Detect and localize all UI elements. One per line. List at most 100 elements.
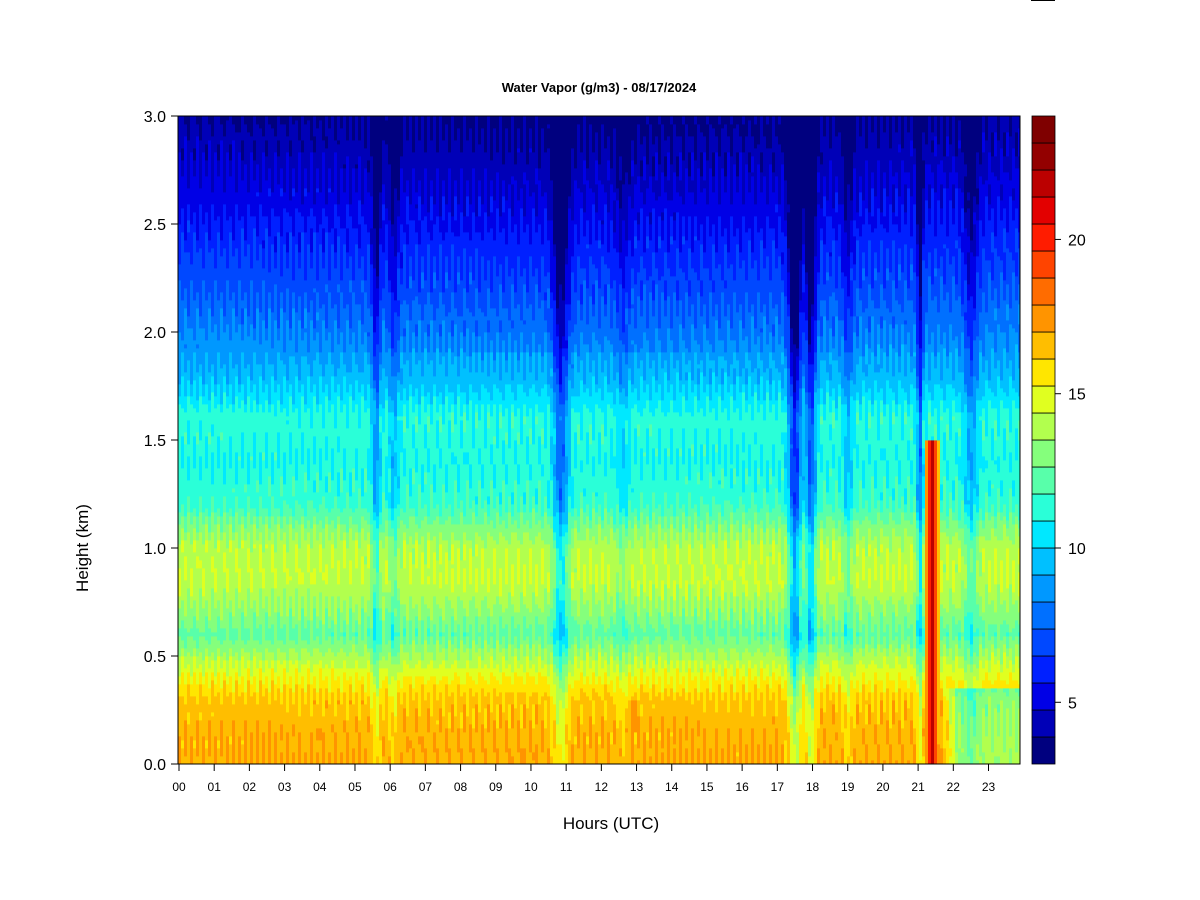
- heatmap-cell: [409, 516, 413, 537]
- heatmap-cell: [688, 624, 692, 645]
- heatmap-cell: [337, 472, 341, 497]
- heatmap-cell: [331, 668, 335, 693]
- heatmap-cell: [556, 744, 560, 765]
- heatmap-cell: [532, 664, 536, 677]
- heatmap-cell: [571, 548, 575, 573]
- heatmap-cell: [412, 348, 416, 397]
- heatmap-cell: [289, 328, 293, 341]
- heatmap-cell: [571, 528, 575, 549]
- heatmap-cell: [463, 560, 467, 569]
- heatmap-cell: [640, 280, 644, 301]
- heatmap-cell: [274, 116, 278, 137]
- heatmap-cell: [442, 636, 446, 649]
- heatmap-cell: [460, 512, 464, 561]
- heatmap-cell: [541, 356, 545, 373]
- heatmap-cell: [205, 540, 209, 553]
- heatmap-cell: [700, 280, 704, 297]
- heatmap-cell: [367, 116, 371, 161]
- heatmap-cell: [358, 720, 362, 733]
- heatmap-cell: [718, 608, 722, 637]
- heatmap-cell: [394, 476, 398, 509]
- heatmap-cell: [541, 660, 545, 669]
- heatmap-cell: [559, 420, 563, 489]
- heatmap-cell: [556, 480, 560, 501]
- heatmap-cell: [424, 668, 428, 685]
- heatmap-cell: [472, 168, 476, 213]
- heatmap-cell: [505, 372, 509, 385]
- heatmap-cell: [481, 128, 485, 205]
- heatmap-cell: [673, 240, 677, 277]
- heatmap-cell: [478, 464, 482, 481]
- heatmap-cell: [565, 724, 569, 745]
- heatmap-cell: [736, 360, 740, 377]
- heatmap-cell: [415, 532, 419, 541]
- heatmap-cell: [463, 392, 467, 405]
- heatmap-cell: [583, 236, 587, 269]
- heatmap-cell: [403, 404, 407, 417]
- heatmap-cell: [541, 528, 545, 541]
- heatmap-cell: [193, 408, 197, 437]
- heatmap-cell: [658, 676, 662, 693]
- heatmap-cell: [520, 116, 524, 153]
- heatmap-cell: [451, 216, 455, 233]
- heatmap-cell: [406, 360, 410, 401]
- heatmap-cell: [409, 204, 413, 221]
- heatmap-cell: [304, 704, 308, 753]
- heatmap-cell: [658, 504, 662, 517]
- heatmap-cell: [745, 136, 749, 165]
- heatmap-cell: [325, 708, 329, 765]
- heatmap-cell: [436, 700, 440, 721]
- heatmap-cell: [739, 532, 743, 549]
- heatmap-cell: [427, 568, 431, 577]
- heatmap-cell: [295, 588, 299, 625]
- heatmap-cell: [463, 516, 467, 525]
- heatmap-cell: [196, 720, 200, 757]
- heatmap-cell: [256, 668, 260, 693]
- heatmap-cell: [667, 672, 671, 685]
- heatmap-cell: [235, 672, 239, 681]
- heatmap-cell: [601, 748, 605, 765]
- heatmap-cell: [475, 320, 479, 337]
- heatmap-cell: [637, 700, 641, 717]
- heatmap-cell: [301, 596, 305, 609]
- heatmap-cell: [265, 400, 269, 433]
- heatmap-cell: [502, 212, 506, 229]
- heatmap-cell: [688, 492, 692, 517]
- heatmap-cell: [547, 272, 551, 289]
- heatmap-cell: [289, 688, 293, 765]
- heatmap-cell: [463, 524, 467, 533]
- heatmap-cell: [199, 480, 203, 497]
- heatmap-cell: [337, 436, 341, 453]
- heatmap-cell: [388, 612, 392, 641]
- heatmap-cell: [301, 116, 305, 141]
- heatmap-cell: [601, 256, 605, 297]
- heatmap-cell: [325, 396, 329, 437]
- heatmap-cell: [631, 208, 635, 257]
- heatmap-cell: [328, 188, 332, 193]
- heatmap-cell: [511, 616, 515, 645]
- heatmap-cell: [556, 336, 560, 369]
- heatmap-cell: [292, 476, 296, 497]
- heatmap-cell: [457, 540, 461, 549]
- heatmap-cell: [478, 308, 482, 337]
- heatmap-cell: [547, 516, 551, 525]
- heatmap-cell: [700, 360, 704, 373]
- heatmap-cell: [265, 432, 269, 469]
- heatmap-cell: [373, 640, 377, 653]
- heatmap-cell: [244, 368, 248, 405]
- heatmap-cell: [421, 536, 425, 553]
- heatmap-cell: [190, 280, 194, 329]
- heatmap-cell: [667, 296, 671, 329]
- heatmap-cell: [625, 708, 629, 729]
- heatmap-cell: [484, 728, 488, 749]
- heatmap-cell: [664, 176, 668, 193]
- heatmap-cell: [565, 248, 569, 265]
- heatmap-cell: [484, 596, 488, 641]
- heatmap-cell: [187, 316, 191, 329]
- heatmap-cell: [457, 284, 461, 317]
- heatmap-cell: [619, 180, 623, 209]
- heatmap-cell: [472, 748, 476, 765]
- heatmap-cell: [520, 152, 524, 189]
- heatmap-cell: [439, 232, 443, 245]
- heatmap-cell: [403, 732, 407, 765]
